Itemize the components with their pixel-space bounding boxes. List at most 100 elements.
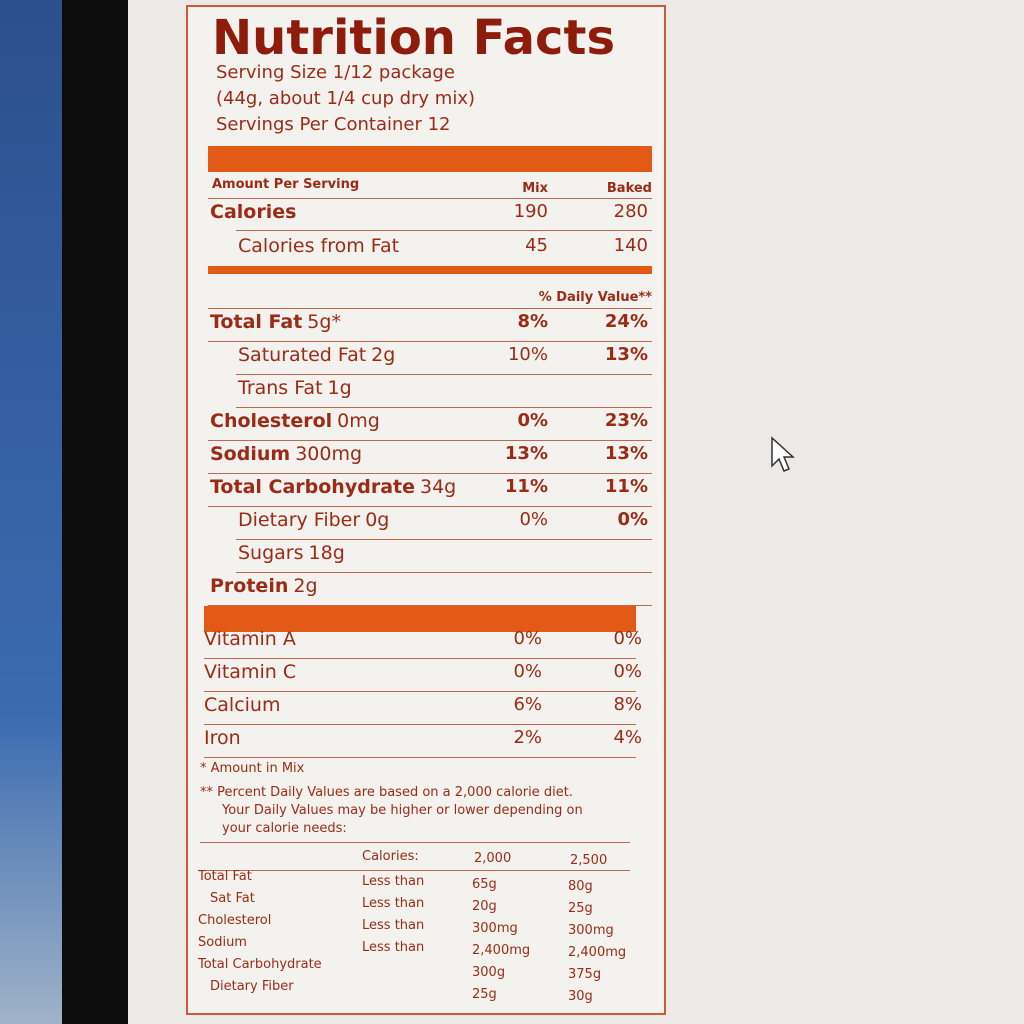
nutrient-name: Vitamin C [204,661,297,683]
dv-row-name: Total Carbohydrate [198,957,322,972]
row-rule [208,473,652,474]
mix-value: 11% [504,476,548,497]
dv-row-name: Sodium [198,935,247,950]
baked-value: 140 [613,235,648,256]
column-header: Mix [522,181,548,196]
dv-limit: Less than [362,874,425,889]
row-rule [236,539,652,540]
nutrient-amount: 300mg [295,443,363,465]
dv-row-name: Cholesterol [198,913,272,928]
desktop-background [0,0,62,1024]
nutrient-name: Saturated Fat [238,344,367,366]
baked-value: 13% [604,443,648,464]
row-rule [208,341,652,342]
row-rule [204,724,636,725]
row-rule [236,407,652,408]
nutrient-name: Sodium [210,443,291,465]
nutrient-name: Calories from Fat [238,235,400,257]
dv-value: 65g [472,877,497,892]
dv-limit: Less than [362,896,425,911]
mix-value: 0% [519,509,548,530]
nutrient-amount: 1g [327,377,352,399]
nutrition-label [186,5,666,1015]
footnote: Your Daily Values may be higher or lower… [222,803,583,818]
serving-info: Serving Size 1/12 package [216,62,455,83]
row-rule [236,374,652,375]
mix-value: 10% [507,344,548,365]
baked-value: 8% [613,694,642,715]
nutrient-name: Sugars [238,542,304,564]
footnote: * Amount in Mix [200,761,305,776]
divider-bar [208,146,652,172]
footnote: your calorie needs: [222,821,347,836]
nutrient-amount: 5g* [307,311,341,333]
nutrient-amount: 18g [308,542,345,564]
row-rule [208,605,652,606]
baked-value: 0% [613,661,642,682]
daily-value-header: % Daily Value** [538,290,652,305]
row-rule [200,842,630,843]
nutrient-amount: 2g [293,575,318,597]
row-rule [204,757,636,758]
dv-header: 2,500 [570,853,608,868]
nutrient-name: Total Fat [210,311,303,333]
mix-value: 0% [513,661,542,682]
baked-value: 0% [617,509,648,530]
row-rule [208,308,652,309]
baked-value: 11% [604,476,648,497]
dv-value: 300mg [568,923,614,938]
dv-value: 375g [568,967,602,982]
mix-value: 45 [525,235,548,256]
divider-bar [208,266,652,274]
divider-bar [204,606,636,632]
serving-info: (44g, about 1/4 cup dry mix) [216,88,476,109]
dv-row-name: Dietary Fiber [210,979,294,994]
row-rule [236,230,652,231]
nutrient-name: Vitamin A [204,628,296,650]
mouse-cursor [771,436,795,472]
dv-value: 2,400mg [472,943,531,958]
row-rule [208,440,652,441]
title: Nutrition Facts [212,10,616,66]
footnote: ** Percent Daily Values are based on a 2… [200,785,573,800]
dv-row-name: Sat Fat [210,891,255,906]
column-header: Amount Per Serving [212,177,360,192]
dv-value: 300g [472,965,506,980]
dv-value: 25g [472,987,497,1002]
row-rule [236,572,652,573]
baked-value: 4% [613,727,642,748]
serving-info: Servings Per Container 12 [216,114,451,135]
nutrient-name: Protein [210,575,289,597]
nutrient-amount: 2g [371,344,396,366]
dv-value: 25g [568,901,593,916]
dv-value: 20g [472,899,497,914]
row-rule [208,506,652,507]
nutrient-amount: 34g [419,476,457,498]
mix-value: 6% [513,694,542,715]
dv-header: 2,000 [474,851,512,866]
dv-row-name: Total Fat [198,869,252,884]
mix-value: 2% [513,727,542,748]
baked-value: 13% [604,344,648,365]
mix-value: 13% [504,443,548,464]
dv-header: Calories: [362,849,419,864]
nutrient-amount: 0mg [337,410,380,432]
mix-value: 190 [513,201,548,222]
nutrient-name: Cholesterol [210,410,333,432]
nutrient-name: Total Carbohydrate [210,476,415,498]
row-rule [204,691,636,692]
baked-value: 280 [613,201,648,222]
baked-value: 24% [604,311,648,332]
mix-value: 0% [517,410,548,431]
mix-value: 0% [513,628,542,649]
dv-limit: Less than [362,918,425,933]
mix-value: 8% [517,311,548,332]
nutrient-name: Calories [210,201,297,223]
nutrient-amount: 0g [365,509,390,531]
dv-limit: Less than [362,940,425,955]
nutrient-name: Iron [204,727,241,749]
dv-value: 300mg [472,921,518,936]
dv-value: 80g [568,879,593,894]
nutrient-name: Trans Fat [238,377,323,399]
